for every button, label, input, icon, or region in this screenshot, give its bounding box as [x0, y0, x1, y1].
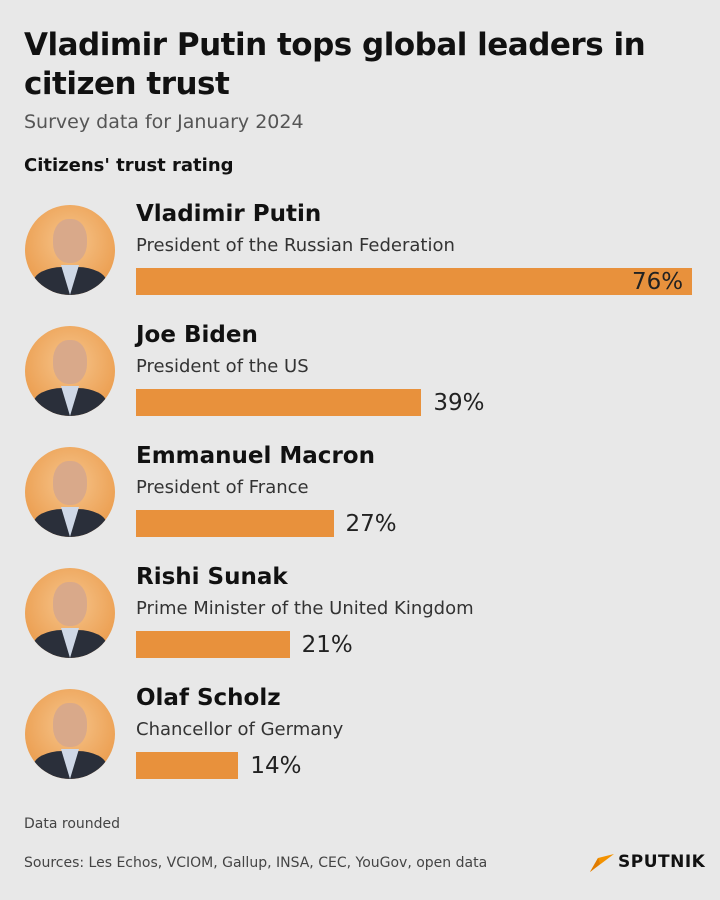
leader-photo: [25, 205, 115, 295]
bar-value-label: 27%: [345, 511, 397, 537]
bar: [136, 268, 692, 295]
bar: [136, 752, 239, 779]
bar-value-label: 14%: [250, 753, 302, 779]
leader-role: President of the US: [136, 356, 309, 377]
chart-row: Rishi Sunak Prime Minister of the United…: [0, 560, 720, 681]
sputnik-logo-icon: [590, 854, 614, 872]
leader-photo: [25, 447, 115, 537]
leader-role: President of the Russian Federation: [136, 235, 455, 256]
sources: Sources: Les Echos, VCIOM, Gallup, INSA,…: [24, 855, 488, 871]
bar-value-label: 21%: [301, 632, 353, 658]
leader-name: Emmanuel Macron: [136, 443, 375, 469]
sputnik-logo: SPUTNIK: [590, 852, 705, 872]
page-subtitle: Survey data for January 2024: [24, 111, 304, 133]
leader-role: President of France: [136, 477, 309, 498]
leader-role: Prime Minister of the United Kingdom: [136, 598, 474, 619]
leader-role: Chancellor of Germany: [136, 719, 344, 740]
leader-name: Joe Biden: [136, 322, 258, 348]
bar-value-label: 76%: [632, 269, 684, 295]
leader-photo: [25, 326, 115, 416]
chart-row: Emmanuel Macron President of France 27%: [0, 439, 720, 560]
leader-photo: [25, 568, 115, 658]
leader-name: Vladimir Putin: [136, 201, 322, 227]
bar: [136, 631, 290, 658]
chart-title: Citizens' trust rating: [24, 155, 234, 176]
chart-row: Olaf Scholz Chancellor of Germany 14%: [0, 681, 720, 802]
bar: [136, 389, 422, 416]
leader-name: Olaf Scholz: [136, 685, 281, 711]
bar-value-label: 39%: [433, 390, 485, 416]
leader-name: Rishi Sunak: [136, 564, 288, 590]
leader-photo: [25, 689, 115, 779]
bar: [136, 510, 334, 537]
page-title: Vladimir Putin tops global leaders in ci…: [24, 27, 646, 102]
chart-row: Joe Biden President of the US 39%: [0, 318, 720, 439]
footnote: Data rounded: [24, 816, 121, 832]
chart-row: Vladimir Putin President of the Russian …: [0, 197, 720, 318]
